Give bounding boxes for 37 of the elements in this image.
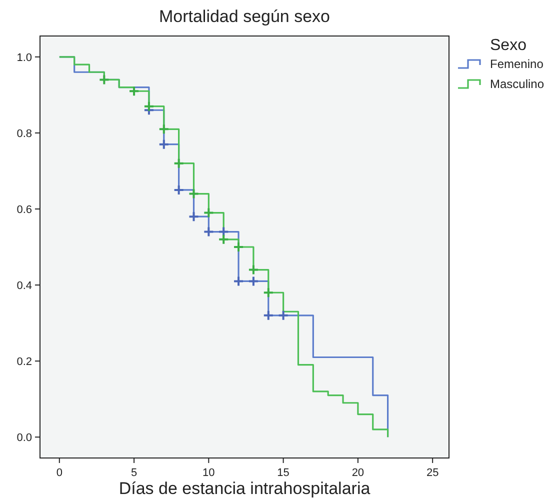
point [188,188,200,200]
point [203,226,214,238]
y-tick-label: 0.0 [16,432,32,444]
x-tick-label: 5 [130,467,138,479]
point [98,74,110,86]
x-tick-label: 20 [352,467,364,479]
point [188,211,200,222]
legend-label: Masculino [490,77,544,92]
x-tick-label: 15 [277,467,290,479]
point [173,184,184,196]
point [218,226,230,238]
point [248,276,259,287]
point [203,207,214,218]
point [278,310,289,321]
point [262,287,274,298]
point [233,242,244,252]
point [233,276,244,287]
legend-title: Sexo [490,37,527,54]
x-tick-label: 25 [426,467,439,479]
y-tick-label: 0.4 [16,280,32,292]
y-tick-label: 1.0 [16,52,32,64]
y-tick-label: 0.6 [16,204,32,216]
point [248,264,259,276]
point [173,158,184,169]
point [158,138,170,150]
x-tick-label: 0 [56,467,62,479]
y-tick-label: 0.8 [16,128,32,140]
point [158,124,170,135]
legend-label: Femenino [490,57,544,72]
point [128,86,140,97]
chart-title: Mortalidad según sexo [158,7,330,26]
point [218,234,230,245]
point [262,310,274,321]
x-tick-label: 10 [202,467,215,479]
x-axis-title: Días de estancia intrahospitalaria [118,479,371,498]
point [143,100,154,112]
y-tick-label: 0.2 [16,356,32,368]
